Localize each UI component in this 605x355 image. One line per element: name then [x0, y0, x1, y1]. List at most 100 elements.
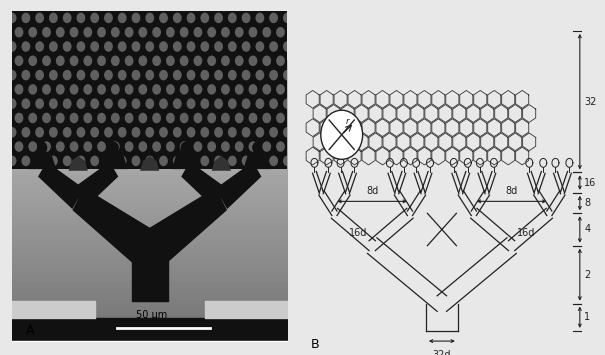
Circle shape: [180, 113, 189, 123]
Circle shape: [255, 155, 264, 166]
Circle shape: [235, 141, 244, 152]
Circle shape: [97, 113, 106, 123]
Circle shape: [125, 27, 134, 38]
Circle shape: [76, 41, 85, 52]
Polygon shape: [182, 162, 227, 209]
Circle shape: [221, 55, 230, 66]
Circle shape: [125, 113, 134, 123]
Circle shape: [214, 127, 223, 137]
Circle shape: [194, 141, 202, 152]
Circle shape: [173, 70, 181, 80]
Polygon shape: [72, 162, 118, 209]
Circle shape: [152, 84, 161, 95]
Circle shape: [118, 98, 126, 109]
Circle shape: [283, 155, 292, 166]
Circle shape: [70, 141, 79, 152]
Circle shape: [180, 84, 189, 95]
Circle shape: [186, 13, 195, 23]
Polygon shape: [215, 162, 261, 209]
Circle shape: [228, 13, 237, 23]
Circle shape: [109, 142, 119, 154]
Circle shape: [70, 84, 79, 95]
Circle shape: [228, 41, 237, 52]
Circle shape: [125, 55, 134, 66]
Circle shape: [15, 113, 24, 123]
Circle shape: [49, 127, 58, 137]
Circle shape: [118, 70, 126, 80]
Circle shape: [28, 141, 37, 152]
Circle shape: [152, 113, 161, 123]
Circle shape: [249, 55, 257, 66]
Circle shape: [200, 98, 209, 109]
Circle shape: [241, 41, 250, 52]
Circle shape: [49, 98, 58, 109]
Circle shape: [214, 155, 223, 166]
Circle shape: [249, 27, 257, 38]
Circle shape: [214, 98, 223, 109]
Circle shape: [152, 141, 161, 152]
Circle shape: [139, 84, 147, 95]
Circle shape: [228, 70, 237, 80]
Circle shape: [159, 98, 168, 109]
Circle shape: [241, 70, 250, 80]
Circle shape: [180, 142, 191, 154]
Circle shape: [255, 13, 264, 23]
Circle shape: [263, 84, 271, 95]
Circle shape: [145, 127, 154, 137]
Circle shape: [28, 113, 37, 123]
Circle shape: [235, 27, 244, 38]
Circle shape: [194, 27, 202, 38]
Circle shape: [283, 98, 292, 109]
Circle shape: [83, 55, 92, 66]
Circle shape: [249, 113, 257, 123]
Circle shape: [166, 27, 175, 38]
Text: 16d: 16d: [348, 228, 367, 238]
Circle shape: [8, 13, 16, 23]
Circle shape: [208, 84, 216, 95]
Circle shape: [28, 84, 37, 95]
Circle shape: [70, 55, 79, 66]
Circle shape: [97, 27, 106, 38]
Circle shape: [276, 141, 285, 152]
Circle shape: [166, 113, 175, 123]
Circle shape: [97, 141, 106, 152]
Circle shape: [194, 113, 202, 123]
Text: B: B: [311, 338, 320, 351]
Circle shape: [166, 141, 175, 152]
Circle shape: [159, 70, 168, 80]
Circle shape: [118, 155, 126, 166]
Text: 8d: 8d: [505, 186, 518, 196]
Circle shape: [208, 113, 216, 123]
Circle shape: [186, 155, 195, 166]
Circle shape: [269, 41, 278, 52]
Circle shape: [8, 127, 16, 137]
Circle shape: [241, 98, 250, 109]
Circle shape: [90, 98, 99, 109]
Circle shape: [111, 84, 120, 95]
Circle shape: [21, 98, 30, 109]
Circle shape: [255, 41, 264, 52]
Circle shape: [28, 55, 37, 66]
Circle shape: [104, 98, 113, 109]
Circle shape: [76, 127, 85, 137]
Circle shape: [241, 127, 250, 137]
Circle shape: [63, 98, 71, 109]
Circle shape: [276, 55, 285, 66]
Circle shape: [186, 70, 195, 80]
Circle shape: [83, 141, 92, 152]
Circle shape: [118, 41, 126, 52]
Text: 50 μm: 50 μm: [136, 310, 167, 320]
Circle shape: [139, 141, 147, 152]
Circle shape: [38, 142, 47, 154]
Circle shape: [28, 27, 37, 38]
Circle shape: [8, 70, 16, 80]
Circle shape: [194, 55, 202, 66]
Circle shape: [283, 41, 292, 52]
Circle shape: [200, 70, 209, 80]
Circle shape: [35, 98, 44, 109]
Circle shape: [56, 113, 65, 123]
Circle shape: [214, 41, 223, 52]
Circle shape: [131, 98, 140, 109]
Circle shape: [173, 98, 181, 109]
Circle shape: [131, 127, 140, 137]
